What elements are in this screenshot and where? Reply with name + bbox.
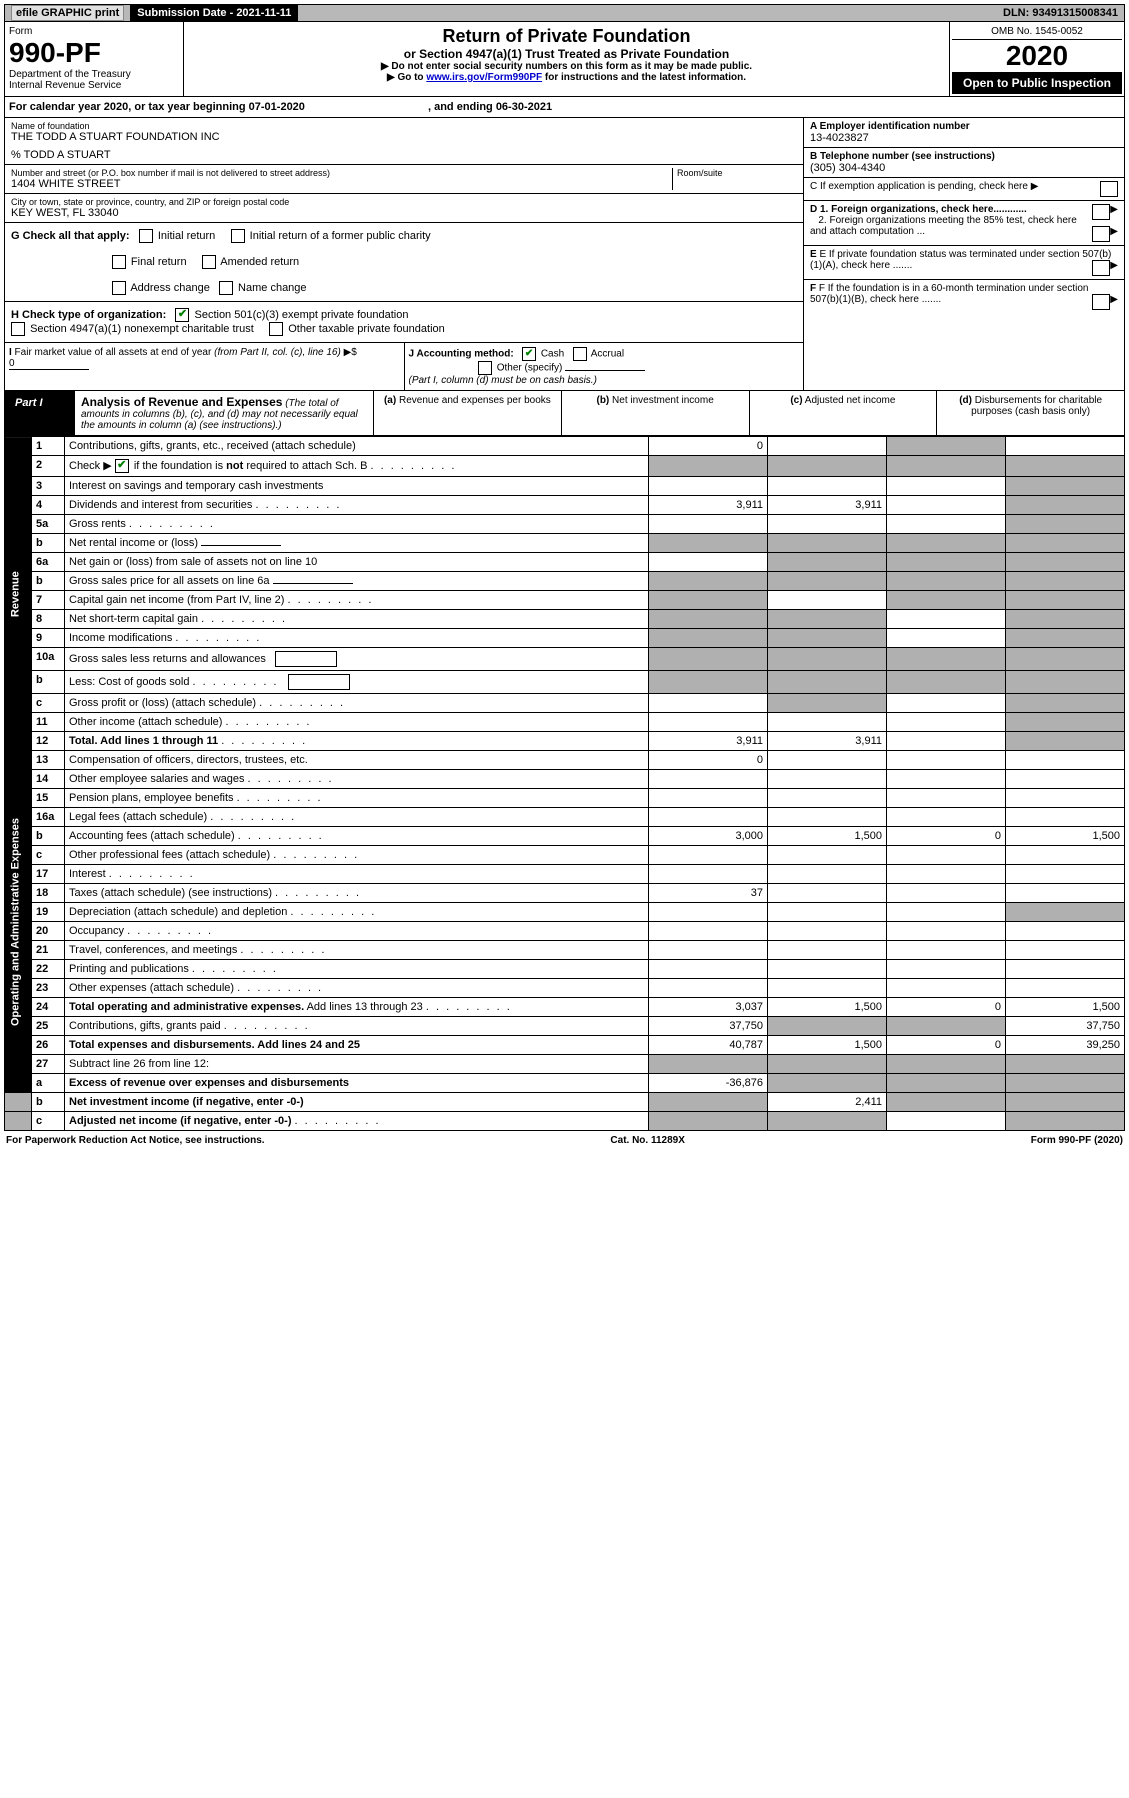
care-of: % TODD A STUART — [11, 149, 797, 161]
calendar-year: For calendar year 2020, or tax year begi… — [4, 97, 1125, 118]
city-value: KEY WEST, FL 33040 — [11, 207, 797, 219]
room-label: Room/suite — [677, 168, 797, 178]
open-public: Open to Public Inspection — [952, 72, 1122, 94]
col-c: (c) Adjusted net income — [750, 391, 938, 435]
entity-info: Name of foundation THE TODD A STUART FOU… — [4, 118, 1125, 391]
expenses-side: Operating and Administrative Expenses — [5, 751, 32, 1093]
form-ref: Form 990-PF (2020) — [1031, 1135, 1123, 1146]
address-value: 1404 WHITE STREET — [11, 178, 672, 190]
top-bar: efile GRAPHIC print Submission Date - 20… — [4, 4, 1125, 22]
part-label: Part I — [5, 391, 75, 435]
j-accounting: J Accounting method: ✔ Cash Accrual Othe… — [405, 343, 804, 390]
ein-value: 13-4023827 — [810, 132, 1118, 144]
catalog-no: Cat. No. 11289X — [610, 1135, 684, 1146]
submission-date: Submission Date - 2021-11-11 — [131, 5, 298, 21]
ein-label: A Employer identification number — [810, 121, 1118, 132]
col-a: (a) Revenue and expenses per books — [374, 391, 562, 435]
d-foreign: D 1. Foreign organizations, check here..… — [804, 201, 1124, 246]
address-label: Number and street (or P.O. box number if… — [11, 168, 672, 178]
omb: OMB No. 1545-0052 — [952, 24, 1122, 40]
form-label: Form — [9, 26, 179, 37]
paperwork-notice: For Paperwork Reduction Act Notice, see … — [6, 1135, 265, 1146]
i-fmv: I Fair market value of all assets at end… — [5, 343, 405, 390]
c-pending: C If exemption application is pending, c… — [804, 178, 1124, 201]
form-header: Form 990-PF Department of the Treasury I… — [4, 22, 1125, 97]
irs-link[interactable]: www.irs.gov/Form990PF — [426, 72, 542, 83]
f-60month: F F If the foundation is in a 60-month t… — [804, 280, 1124, 313]
instr-1: ▶ Do not enter social security numbers o… — [188, 61, 945, 72]
revenue-side: Revenue — [5, 437, 32, 751]
instr-2: ▶ Go to www.irs.gov/Form990PF for instru… — [188, 72, 945, 83]
form-number: 990-PF — [9, 37, 179, 69]
h-check: H Check type of organization: ✔ Section … — [5, 302, 803, 343]
efile-print[interactable]: efile GRAPHIC print — [5, 5, 131, 21]
tax-year: 2020 — [952, 40, 1122, 72]
part-1-header: Part I Analysis of Revenue and Expenses … — [4, 391, 1125, 436]
footer: For Paperwork Reduction Act Notice, see … — [4, 1131, 1125, 1150]
foundation-name: THE TODD A STUART FOUNDATION INC — [11, 131, 797, 143]
g-check: G Check all that apply: Initial return I… — [5, 223, 803, 302]
col-b: (b) Net investment income — [562, 391, 750, 435]
irs: Internal Revenue Service — [9, 80, 179, 91]
e-terminated: E E If private foundation status was ter… — [804, 246, 1124, 280]
dept: Department of the Treasury — [9, 69, 179, 80]
form-subtitle: or Section 4947(a)(1) Trust Treated as P… — [188, 47, 945, 61]
form-title: Return of Private Foundation — [188, 26, 945, 47]
foundation-name-label: Name of foundation — [11, 121, 797, 131]
dln: DLN: 93491315008341 — [997, 5, 1124, 21]
col-d: (d) Disbursements for charitable purpose… — [937, 391, 1124, 435]
phone-value: (305) 304-4340 — [810, 162, 1118, 174]
main-table: Revenue 1Contributions, gifts, grants, e… — [4, 436, 1125, 1131]
city-label: City or town, state or province, country… — [11, 197, 797, 207]
phone-label: B Telephone number (see instructions) — [810, 151, 1118, 162]
